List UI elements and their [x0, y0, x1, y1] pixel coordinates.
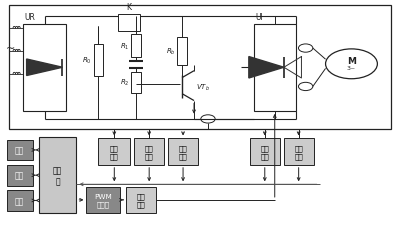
Bar	[7, 165, 32, 186]
Bar	[250, 139, 280, 165]
Text: 3~: 3~	[347, 66, 356, 71]
Text: UI: UI	[256, 13, 264, 22]
Text: 泵升
限制: 泵升 限制	[145, 145, 154, 159]
Text: 显示: 显示	[15, 146, 24, 155]
Polygon shape	[249, 57, 284, 79]
Text: PWM
发生器: PWM 发生器	[94, 193, 112, 207]
Bar	[38, 138, 76, 213]
Text: 温度
检测: 温度 检测	[260, 145, 269, 159]
Text: $R_b$: $R_b$	[166, 47, 175, 57]
Text: UR: UR	[25, 13, 36, 22]
Text: $R_2$: $R_2$	[120, 78, 130, 88]
Bar	[7, 190, 32, 211]
Text: 设定: 设定	[15, 171, 24, 180]
Bar	[132, 73, 141, 93]
Bar	[23, 24, 66, 111]
Bar	[86, 187, 120, 213]
Bar	[132, 35, 141, 58]
Bar	[118, 15, 140, 31]
Text: 驱动
电路: 驱动 电路	[137, 193, 146, 207]
Text: M: M	[347, 57, 356, 66]
Text: 电流
检测: 电流 检测	[294, 145, 303, 159]
Bar	[168, 139, 198, 165]
Text: $R_1$: $R_1$	[120, 41, 130, 51]
Bar	[134, 139, 164, 165]
Text: 单片
机: 单片 机	[53, 166, 62, 185]
Bar	[98, 139, 130, 165]
Text: ~: ~	[6, 44, 15, 54]
Text: $R_0$: $R_0$	[82, 56, 92, 66]
Text: 电压
检测: 电压 检测	[110, 145, 119, 159]
Bar	[7, 140, 32, 161]
Polygon shape	[27, 60, 62, 76]
Text: K: K	[127, 3, 132, 12]
Bar	[254, 24, 296, 111]
Bar	[126, 187, 156, 213]
Text: 电流
检测: 电流 检测	[179, 145, 188, 159]
Bar	[177, 38, 187, 66]
Text: 接口: 接口	[15, 196, 24, 205]
Bar	[284, 139, 314, 165]
Bar	[9, 6, 391, 130]
Bar	[94, 45, 103, 77]
Text: $VT_b$: $VT_b$	[196, 82, 210, 92]
